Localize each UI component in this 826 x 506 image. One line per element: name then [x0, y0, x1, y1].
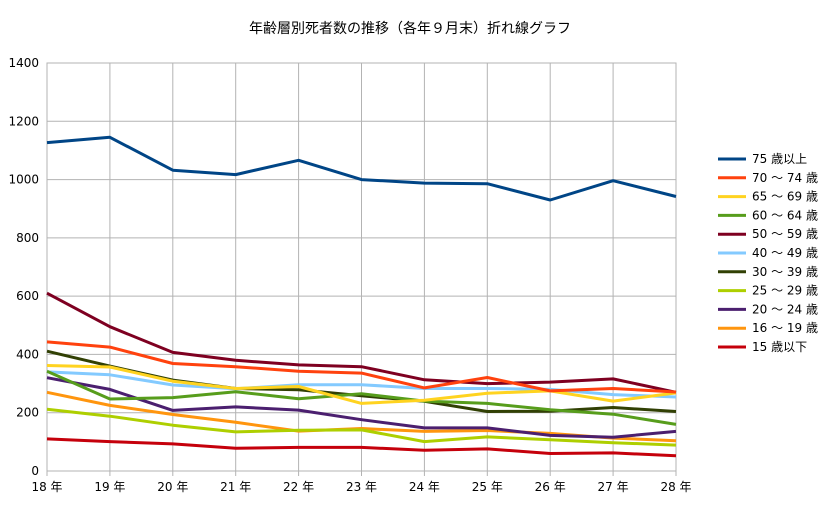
series-line — [46, 407, 677, 447]
legend-label: 65 ～ 69 歳 — [752, 190, 818, 204]
x-tick-label: 25 年 — [472, 480, 503, 494]
y-tick-label: 0 — [31, 464, 39, 478]
legend-label: 25 ～ 29 歳 — [752, 284, 818, 298]
x-tick-label: 20 年 — [157, 480, 188, 494]
y-tick-label: 600 — [16, 289, 39, 303]
series-line — [46, 369, 677, 426]
series-line — [46, 291, 677, 394]
x-tick-label: 27 年 — [598, 480, 629, 494]
legend-label: 20 ～ 24 歳 — [752, 302, 818, 316]
plot-area-border — [46, 62, 677, 472]
x-tick-label: 26 年 — [535, 480, 566, 494]
legend-label: 75 歳以上 — [752, 152, 807, 166]
legend-label: 60 ～ 64 歳 — [752, 208, 818, 222]
legend-label: 30 ～ 39 歳 — [752, 265, 818, 279]
series-line — [46, 340, 677, 394]
legend-label: 16 ～ 19 歳 — [752, 321, 818, 335]
series-line — [46, 364, 677, 405]
legend: 75 歳以上 70 ～ 74 歳 65 ～ 69 歳 60 ～ 64 歳 50 ～ 59… — [718, 152, 818, 354]
x-tick-label: 28 年 — [660, 480, 691, 494]
y-tick-label: 1400 — [8, 56, 39, 70]
y-tick-label: 1000 — [8, 173, 39, 187]
x-tick-label: 24 年 — [409, 480, 440, 494]
legend-label: 15 歳以下 — [752, 340, 807, 354]
series-lines — [46, 135, 677, 458]
chart-title: 年齢層別死者数の推移（各年９月末）折れ線グラフ — [249, 21, 571, 37]
x-tick-label: 22 年 — [283, 480, 314, 494]
series-line — [46, 135, 677, 202]
y-tick-label: 1200 — [8, 114, 39, 128]
x-tick-label: 18 年 — [31, 480, 62, 494]
y-tick-label: 400 — [16, 347, 39, 361]
x-tick-label: 23 年 — [346, 480, 377, 494]
y-tick-label: 800 — [16, 231, 39, 245]
y-tick-label: 200 — [16, 406, 39, 420]
legend-label: 70 ～ 74 歳 — [752, 171, 818, 185]
series-line — [46, 437, 677, 458]
axes: 0 200 400 600 800 1000 1200 1400 18 年 19 年 20 年 21 … — [8, 56, 691, 494]
legend-label: 40 ～ 49 歳 — [752, 246, 818, 260]
x-tick-label: 19 年 — [94, 480, 125, 494]
legend-label: 50 ～ 59 歳 — [752, 227, 818, 241]
x-tick-label: 21 年 — [220, 480, 251, 494]
series-line — [46, 376, 677, 439]
